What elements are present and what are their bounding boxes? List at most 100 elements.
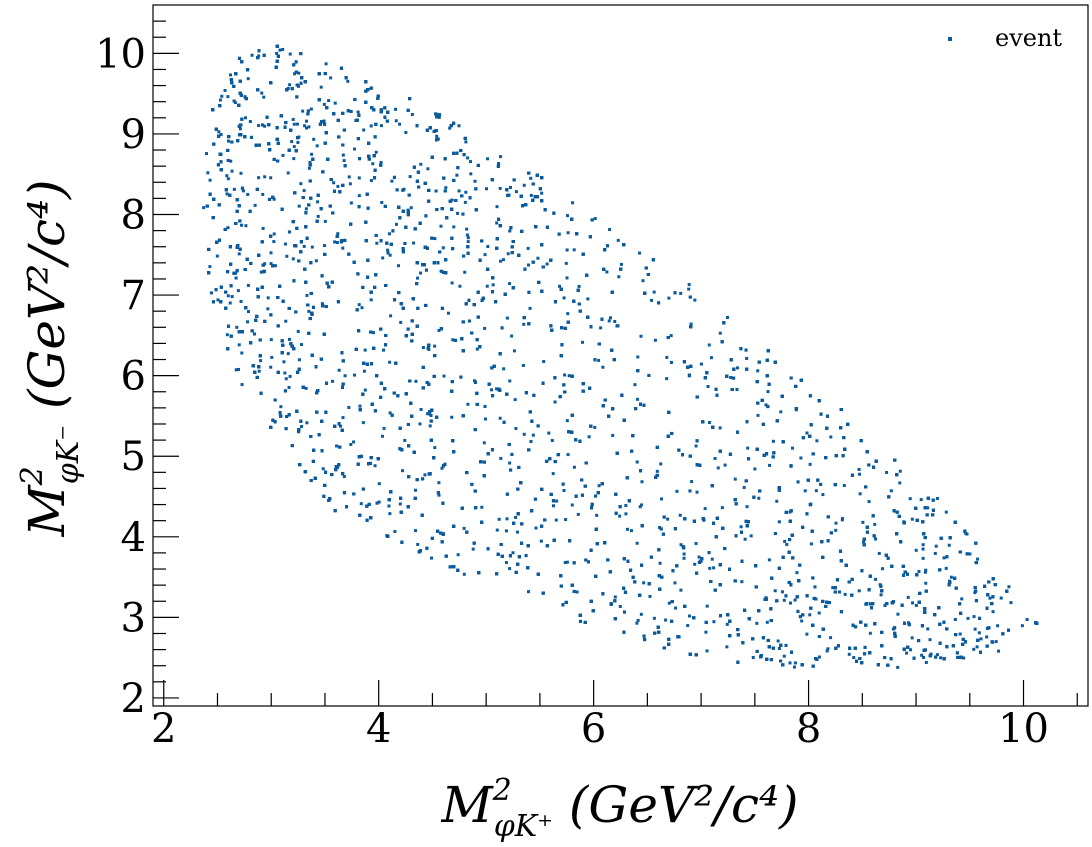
event-point (526, 263, 530, 267)
event-point (638, 505, 642, 509)
event-point (652, 616, 656, 620)
event-point (642, 581, 646, 585)
event-point (570, 503, 574, 507)
event-point (857, 589, 861, 593)
event-point (934, 544, 938, 548)
event-point (353, 147, 357, 151)
event-point (562, 488, 566, 492)
event-point (705, 649, 709, 653)
event-point (814, 489, 818, 493)
event-point (288, 83, 292, 87)
event-point (329, 76, 333, 80)
event-point (795, 571, 799, 575)
event-point (857, 472, 861, 476)
event-point (611, 433, 615, 437)
event-point (202, 206, 206, 210)
event-point (240, 351, 244, 355)
event-point (261, 192, 265, 196)
event-point (694, 444, 698, 448)
event-point (877, 551, 881, 555)
event-point (299, 343, 303, 347)
event-point (805, 431, 809, 435)
event-point (667, 296, 671, 300)
event-point (521, 363, 525, 367)
event-point (593, 217, 597, 221)
event-point (508, 282, 512, 286)
event-point (495, 205, 499, 209)
event-point (725, 622, 729, 626)
event-point (225, 174, 229, 178)
event-point (360, 306, 364, 310)
event-point (939, 656, 943, 660)
event-point (529, 193, 533, 197)
event-point (292, 122, 296, 126)
event-point (357, 194, 361, 198)
event-point (260, 91, 264, 95)
event-point (452, 225, 456, 229)
event-point (667, 601, 671, 605)
event-point (867, 500, 871, 504)
event-point (531, 433, 535, 437)
event-point (733, 477, 737, 481)
event-point (608, 228, 612, 232)
event-point (226, 95, 230, 99)
event-point (613, 595, 617, 599)
event-point (285, 254, 289, 258)
event-point (689, 322, 693, 326)
event-point (473, 179, 477, 183)
event-point (653, 338, 657, 342)
event-point (522, 432, 526, 436)
event-point (401, 469, 405, 473)
event-point (906, 595, 910, 599)
event-point (230, 169, 234, 173)
event-point (999, 596, 1003, 600)
event-point (336, 184, 340, 188)
event-point (558, 284, 562, 288)
event-point (386, 248, 390, 252)
event-point (389, 314, 393, 318)
event-point (216, 298, 220, 302)
event-point (327, 99, 331, 103)
event-point (229, 159, 233, 163)
event-point (253, 203, 257, 207)
event-point (581, 340, 585, 344)
event-point (465, 233, 469, 237)
event-point (238, 127, 242, 131)
event-point (292, 157, 296, 161)
event-point (498, 186, 502, 190)
event-point (942, 556, 946, 560)
event-point (284, 319, 288, 323)
event-point (232, 187, 236, 191)
event-point (463, 200, 467, 204)
event-point (764, 403, 768, 407)
event-point (337, 368, 341, 372)
event-point (359, 502, 363, 506)
event-point (553, 400, 557, 404)
event-point (263, 175, 267, 179)
event-point (250, 53, 254, 57)
event-point (257, 54, 261, 58)
event-point (878, 583, 882, 587)
event-point (278, 48, 282, 52)
event-point (633, 383, 637, 387)
event-point (896, 612, 900, 616)
event-point (512, 349, 516, 353)
event-point (419, 407, 423, 411)
event-point (775, 499, 779, 503)
event-point (371, 162, 375, 166)
event-point (929, 652, 933, 656)
event-point (241, 189, 245, 193)
event-point (679, 588, 683, 592)
event-point (861, 520, 865, 524)
event-point (793, 661, 797, 665)
event-point (456, 211, 460, 215)
event-point (308, 160, 312, 164)
event-point (343, 374, 347, 378)
event-point (571, 201, 575, 205)
event-point (817, 655, 821, 659)
event-point (371, 331, 375, 335)
event-point (304, 207, 308, 211)
event-point (640, 480, 644, 484)
event-point (577, 284, 581, 288)
event-point (225, 192, 229, 196)
